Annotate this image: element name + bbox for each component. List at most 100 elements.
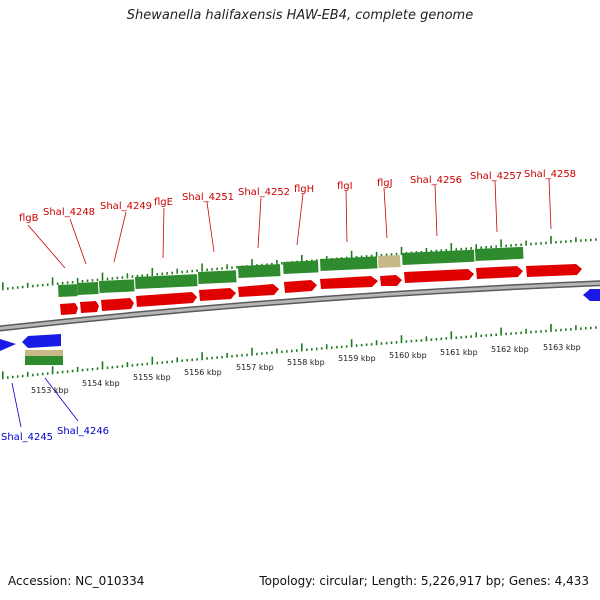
tick-mark [575, 237, 577, 243]
tick-mark [400, 246, 403, 255]
tick-mark [435, 249, 438, 253]
tick-mark [151, 268, 154, 276]
tick-mark [211, 268, 213, 271]
tick-mark [560, 240, 562, 244]
tick-mark [500, 239, 502, 248]
tick-mark [176, 357, 178, 363]
tick-mark [510, 332, 512, 335]
tick-mark [440, 249, 443, 252]
tick-mark [156, 273, 159, 276]
kbp-labels: 5153 kbp 5154 kbp 5155 kbp 5156 kbp 5157… [31, 343, 581, 395]
tick-mark [236, 265, 238, 269]
tick-mark [56, 282, 59, 285]
tick-mark [146, 362, 149, 366]
reverse-label-leaders [11, 377, 79, 428]
gene-label: flgI [337, 181, 353, 192]
tick-mark [91, 279, 94, 282]
cds-block [198, 270, 237, 284]
tick-mark [126, 362, 129, 368]
kbp-label: 5154 kbp [82, 379, 120, 388]
tick-mark [191, 269, 193, 273]
tick-mark [575, 325, 577, 331]
tick-mark [216, 356, 218, 359]
tick-mark [176, 268, 178, 274]
tick-mark [161, 272, 164, 276]
tick-mark [445, 249, 448, 252]
tick-mark [12, 286, 14, 290]
tick-mark [370, 254, 373, 258]
tick-mark [520, 243, 522, 246]
tick-mark [340, 345, 343, 349]
tick-mark [375, 251, 378, 257]
tick-mark [221, 267, 223, 270]
tick-mark [66, 281, 69, 284]
tick-mark [430, 250, 433, 253]
tick-mark [81, 280, 84, 283]
tick-mark [231, 266, 233, 269]
tick-mark [355, 344, 358, 347]
tick-mark [365, 255, 368, 258]
gene-label: Shal_4257 [470, 171, 522, 182]
tick-mark [380, 254, 383, 257]
tick-mark [595, 326, 597, 329]
tick-mark [271, 351, 273, 354]
kbp-label: 5153 kbp [31, 386, 69, 395]
cds-block [25, 356, 63, 365]
tick-mark [166, 272, 168, 275]
gene-arrow [199, 288, 236, 301]
reverse-gene-labels: Shal_4245 Shal_4246 [1, 426, 109, 443]
tick-mark [76, 278, 79, 283]
tick-mark [161, 361, 164, 364]
tick-mark [490, 245, 492, 249]
tick-mark [530, 242, 532, 246]
tick-mark [385, 341, 388, 345]
tick-mark [106, 366, 109, 369]
tick-mark [101, 361, 104, 370]
kbp-label: 5162 kbp [491, 345, 529, 354]
tick-mark [415, 339, 418, 342]
tick-mark [375, 340, 378, 346]
gene-arrow [404, 269, 474, 283]
gene-arrow-reverse [0, 339, 16, 351]
gene-label: Shal_4248 [43, 207, 95, 218]
tick-mark [271, 262, 273, 266]
tick-mark [121, 365, 124, 368]
kbp-label: 5161 kbp [440, 348, 478, 357]
kbp-label: 5155 kbp [133, 373, 171, 382]
kbp-label: 5160 kbp [389, 351, 427, 360]
tick-mark [555, 241, 557, 244]
gene-label: Shal_4245 [1, 432, 53, 443]
tick-mark [141, 363, 144, 366]
tick-mark [26, 371, 29, 377]
tick-mark [475, 332, 477, 338]
tick-mark [86, 279, 89, 282]
tick-mark [410, 339, 413, 343]
gene-label: flgJ [377, 178, 393, 189]
tick-mark [465, 335, 467, 339]
tick-mark [585, 239, 587, 242]
tick-mark [141, 274, 144, 277]
tick-mark [550, 235, 552, 244]
tick-mark [545, 329, 547, 333]
tick-mark [465, 247, 467, 250]
tick-mark [470, 247, 472, 250]
gene-arrow [60, 303, 78, 315]
tick-mark [580, 239, 582, 242]
tick-mark [7, 287, 9, 290]
tick-mark [286, 350, 288, 353]
tick-mark [325, 344, 328, 350]
tick-mark [46, 283, 49, 286]
tick-mark [535, 242, 537, 245]
tick-mark [191, 358, 193, 362]
tick-mark [51, 277, 54, 286]
tick-mark [385, 253, 388, 257]
tick-mark [266, 263, 268, 266]
tick-mark [116, 276, 119, 280]
gene-arrow-reverse [22, 334, 61, 348]
tick-mark [16, 375, 19, 378]
tick-mark [26, 282, 29, 288]
tick-mark [81, 368, 84, 372]
tick-mark [41, 372, 44, 376]
cds-block [57, 284, 78, 297]
tick-mark [136, 274, 139, 278]
